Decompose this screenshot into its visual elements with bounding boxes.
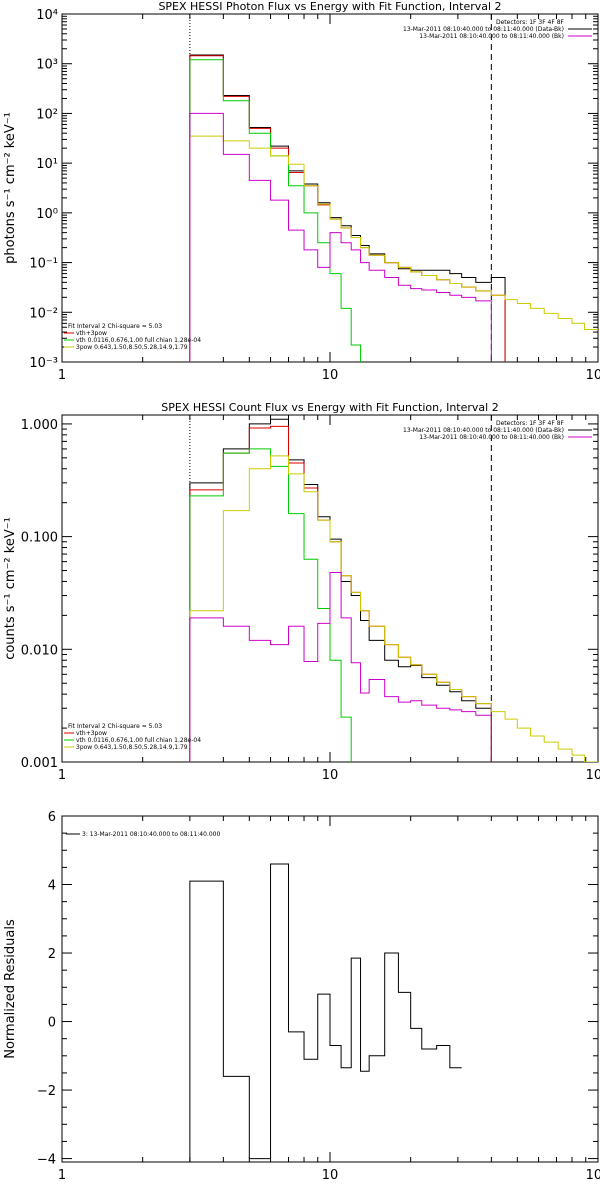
y-tick-label: 0.100: [21, 531, 58, 546]
legend-left-text: vth 0.0116,0.676,1.00 full chian 1.28e-0…: [76, 337, 201, 344]
series-line-5: [189, 112, 492, 362]
series-line-4: [189, 135, 598, 362]
legend-left-text: vth+3pow: [76, 330, 107, 337]
y-tick-label: 0.001: [21, 756, 58, 771]
y-axis-label: photons s⁻¹ cm⁻² keV⁻¹: [3, 112, 18, 264]
series-group: [189, 54, 598, 362]
legend-right-text: 13-Mar-2011 08:10:40.000 to 08:11:40.000…: [403, 427, 564, 434]
y-tick-label: 0.010: [21, 643, 58, 658]
chart-panel-3: 1 10 100 −4 −2 0 2 4 6 Normalized Residuals 3: 13-…: [3, 810, 600, 1183]
y-axis-label: counts s⁻¹ cm⁻² keV⁻¹: [3, 517, 18, 660]
x-tick-label: 1: [58, 768, 66, 783]
y-tick-label: 6: [48, 810, 56, 825]
y-tick-label: 10³: [36, 58, 58, 73]
series-line-3: [189, 448, 362, 762]
legend-left-text: vth 0.0116,0.676,1.00 full chian 1.28e-0…: [76, 737, 201, 744]
legend-right-text: Detectors: 1F 3F 4F 8F: [496, 420, 565, 427]
y-tick-label: 4: [48, 879, 56, 894]
y-tick-label: −2: [37, 1084, 56, 1099]
y-tick-label: 2: [48, 947, 56, 962]
y-tick-label: 10⁰: [36, 207, 58, 222]
series-line-2: [189, 55, 506, 362]
series-group: [189, 418, 598, 762]
x-tick-label: 1: [58, 1168, 66, 1183]
series-line-1: [189, 863, 462, 1162]
legend-left-text: 3pow 0.643,1.50,8.50,5.28,14.9,1.79: [76, 744, 188, 751]
x-tick-label: 10: [322, 1168, 339, 1183]
legend-right-text: 13-Mar-2011 08:10:40.000 to 08:11:40.000…: [419, 33, 564, 40]
chart-panel-2: SPEX HESSI Count Flux vs Energy with Fit…: [3, 401, 600, 783]
y-tick-label: 0: [48, 1016, 56, 1031]
chart-title: SPEX HESSI Count Flux vs Energy with Fit…: [161, 401, 498, 414]
legend-left-text: 3: 13-Mar-2011 08:10:40.000 to 08:11:40.…: [82, 831, 220, 838]
series-line-5: [189, 572, 492, 762]
y-tick-label: 1.000: [21, 418, 58, 433]
y-tick-label: −4: [37, 1153, 56, 1168]
y-tick-label: 10⁻³: [29, 356, 58, 371]
x-tick-label: 10: [322, 368, 339, 383]
chart-title: SPEX HESSI Photon Flux vs Energy with Fi…: [158, 0, 501, 13]
y-tick-label: 10¹: [36, 157, 58, 172]
y-tick-label: 10⁻¹: [29, 257, 58, 272]
y-axis-label: Normalized Residuals: [3, 919, 18, 1059]
legend-left-text: 3pow 0.643,1.50,8.50,5.28,14.9,1.79: [76, 344, 188, 351]
x-tick-label: 100: [586, 368, 600, 383]
legend-left-text: vth+3pow: [76, 730, 107, 737]
y-tick-label: 10²: [36, 107, 58, 122]
plot-frame: [61, 815, 599, 1163]
legend-right-text: 13-Mar-2011 08:10:40.000 to 08:11:40.000…: [403, 26, 564, 33]
y-tick-label: 10⁴: [36, 8, 58, 23]
legend-left-text: Fit Interval 2 Chi-square = 5.03: [68, 723, 162, 730]
x-tick-label: 10: [322, 768, 339, 783]
plot-frame: [61, 13, 599, 363]
series-group: [189, 863, 462, 1162]
series-line-4: [189, 455, 598, 762]
x-tick-label: 1: [58, 368, 66, 383]
y-tick-label: 10⁻²: [29, 306, 58, 321]
legend-right-text: 13-Mar-2011 08:10:40.000 to 08:11:40.000…: [419, 434, 564, 441]
chart-panel-1: SPEX HESSI Photon Flux vs Energy with Fi…: [3, 0, 600, 383]
x-tick-label: 100: [586, 1168, 600, 1183]
legend-left-text: Fit Interval 2 Chi-square = 5.03: [68, 323, 162, 330]
legend-right-text: Detectors: 1F 3F 4F 8F: [496, 19, 565, 26]
series-line-3: [189, 59, 370, 362]
x-tick-label: 100: [586, 768, 600, 783]
